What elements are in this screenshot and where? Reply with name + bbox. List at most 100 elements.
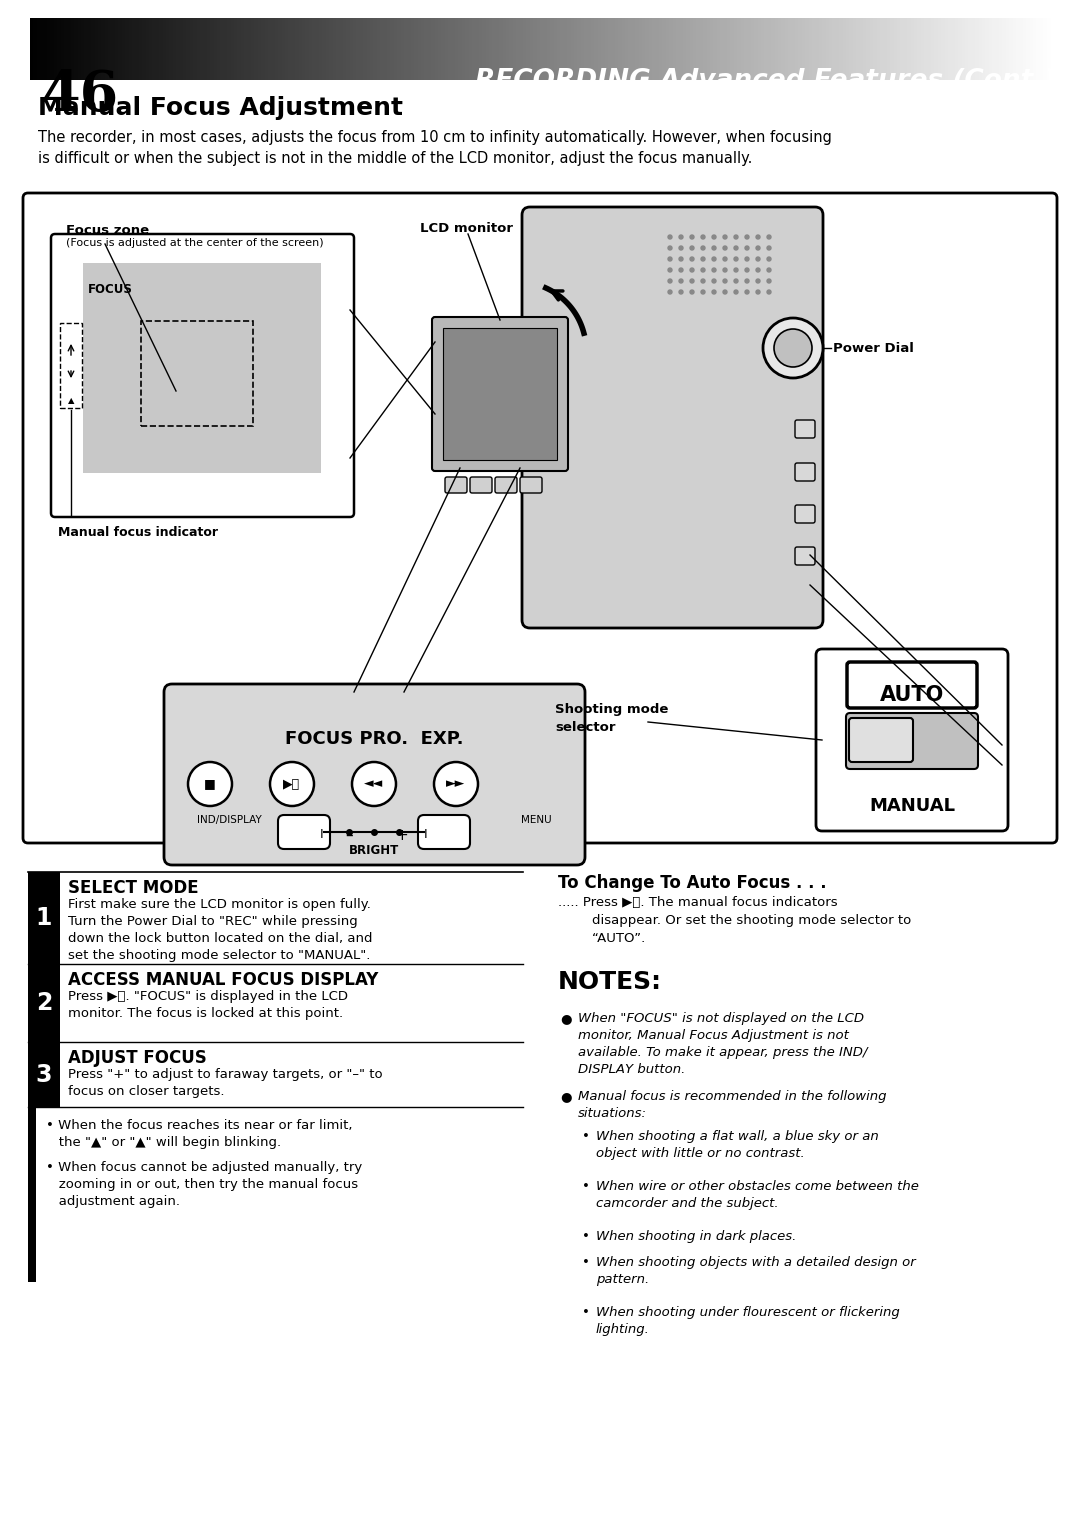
Circle shape bbox=[723, 268, 727, 271]
Bar bbox=[534, 18, 538, 80]
Text: (Focus is adjusted at the center of the screen): (Focus is adjusted at the center of the … bbox=[66, 238, 324, 248]
Circle shape bbox=[734, 279, 738, 284]
Bar bbox=[584, 18, 589, 80]
Bar bbox=[523, 18, 527, 80]
Circle shape bbox=[756, 290, 760, 294]
Bar bbox=[336, 18, 340, 80]
Bar bbox=[75, 18, 79, 80]
Bar bbox=[390, 18, 395, 80]
Bar bbox=[833, 18, 837, 80]
Circle shape bbox=[712, 268, 716, 271]
FancyBboxPatch shape bbox=[470, 477, 492, 494]
Bar bbox=[366, 18, 372, 80]
Bar bbox=[227, 18, 231, 80]
Bar bbox=[703, 18, 707, 80]
Bar bbox=[866, 18, 870, 80]
Bar bbox=[132, 18, 136, 80]
Bar bbox=[105, 18, 109, 80]
Bar bbox=[768, 18, 772, 80]
Bar bbox=[602, 18, 606, 80]
Bar bbox=[54, 18, 58, 80]
Bar bbox=[60, 18, 65, 80]
Bar bbox=[649, 18, 653, 80]
Bar bbox=[129, 18, 133, 80]
Bar bbox=[285, 18, 289, 80]
Bar bbox=[1023, 18, 1027, 80]
Bar bbox=[282, 18, 286, 80]
Text: ■: ■ bbox=[204, 777, 216, 791]
Bar bbox=[720, 18, 725, 80]
Bar bbox=[258, 18, 262, 80]
Bar bbox=[274, 18, 280, 80]
Circle shape bbox=[679, 245, 683, 250]
Bar bbox=[329, 18, 334, 80]
Bar bbox=[380, 18, 384, 80]
Bar bbox=[581, 18, 585, 80]
Bar bbox=[149, 18, 153, 80]
Bar bbox=[860, 18, 864, 80]
Bar bbox=[28, 1107, 36, 1282]
Bar bbox=[292, 18, 296, 80]
Bar bbox=[829, 18, 834, 80]
Bar bbox=[741, 18, 745, 80]
Bar bbox=[966, 18, 970, 80]
Text: Press ▶⏸. "FOCUS" is displayed in the LCD
monitor. The focus is locked at this p: Press ▶⏸. "FOCUS" is displayed in the LC… bbox=[68, 990, 348, 1019]
Bar bbox=[51, 18, 55, 80]
Circle shape bbox=[669, 245, 672, 250]
Bar bbox=[469, 18, 473, 80]
Bar bbox=[567, 18, 571, 80]
Circle shape bbox=[701, 245, 705, 250]
Bar bbox=[978, 18, 983, 80]
Bar bbox=[890, 18, 894, 80]
Bar bbox=[404, 18, 408, 80]
Bar bbox=[306, 18, 310, 80]
Bar bbox=[224, 18, 228, 80]
Bar bbox=[211, 18, 215, 80]
Bar bbox=[187, 18, 191, 80]
Bar bbox=[415, 18, 419, 80]
Bar bbox=[774, 18, 779, 80]
Bar bbox=[785, 18, 789, 80]
Circle shape bbox=[756, 258, 760, 261]
Bar bbox=[1020, 18, 1024, 80]
Circle shape bbox=[712, 235, 716, 239]
Bar bbox=[478, 18, 483, 80]
Bar bbox=[431, 18, 435, 80]
Circle shape bbox=[434, 762, 478, 806]
Bar bbox=[710, 18, 714, 80]
Bar bbox=[141, 320, 253, 426]
Bar bbox=[302, 18, 307, 80]
Bar bbox=[874, 18, 878, 80]
Bar bbox=[771, 18, 775, 80]
Bar bbox=[455, 18, 459, 80]
Bar bbox=[941, 18, 946, 80]
Circle shape bbox=[723, 279, 727, 284]
Text: I: I bbox=[320, 828, 324, 842]
Circle shape bbox=[723, 235, 727, 239]
Bar bbox=[937, 18, 942, 80]
Text: ACCESS MANUAL FOCUS DISPLAY: ACCESS MANUAL FOCUS DISPLAY bbox=[68, 970, 378, 989]
Bar bbox=[244, 18, 248, 80]
Bar bbox=[676, 18, 680, 80]
Text: MENU: MENU bbox=[522, 816, 552, 825]
Bar bbox=[383, 18, 388, 80]
Circle shape bbox=[690, 245, 694, 250]
Bar bbox=[917, 18, 922, 80]
Bar bbox=[591, 18, 595, 80]
FancyBboxPatch shape bbox=[849, 717, 913, 762]
Bar bbox=[557, 18, 562, 80]
Bar bbox=[407, 18, 411, 80]
Bar bbox=[724, 18, 728, 80]
Bar bbox=[717, 18, 721, 80]
Bar bbox=[353, 18, 357, 80]
Text: • When the focus reaches its near or far limit,
   the "▲" or "▲" will begin bli: • When the focus reaches its near or far… bbox=[46, 1119, 352, 1150]
Text: MANUAL: MANUAL bbox=[869, 797, 955, 816]
FancyBboxPatch shape bbox=[51, 235, 354, 517]
Circle shape bbox=[679, 258, 683, 261]
Bar bbox=[48, 18, 52, 80]
Text: IND/DISPLAY: IND/DISPLAY bbox=[197, 816, 261, 825]
Bar bbox=[119, 18, 123, 80]
Bar bbox=[448, 18, 453, 80]
Text: ◄◄: ◄◄ bbox=[364, 777, 383, 791]
Bar bbox=[424, 18, 429, 80]
